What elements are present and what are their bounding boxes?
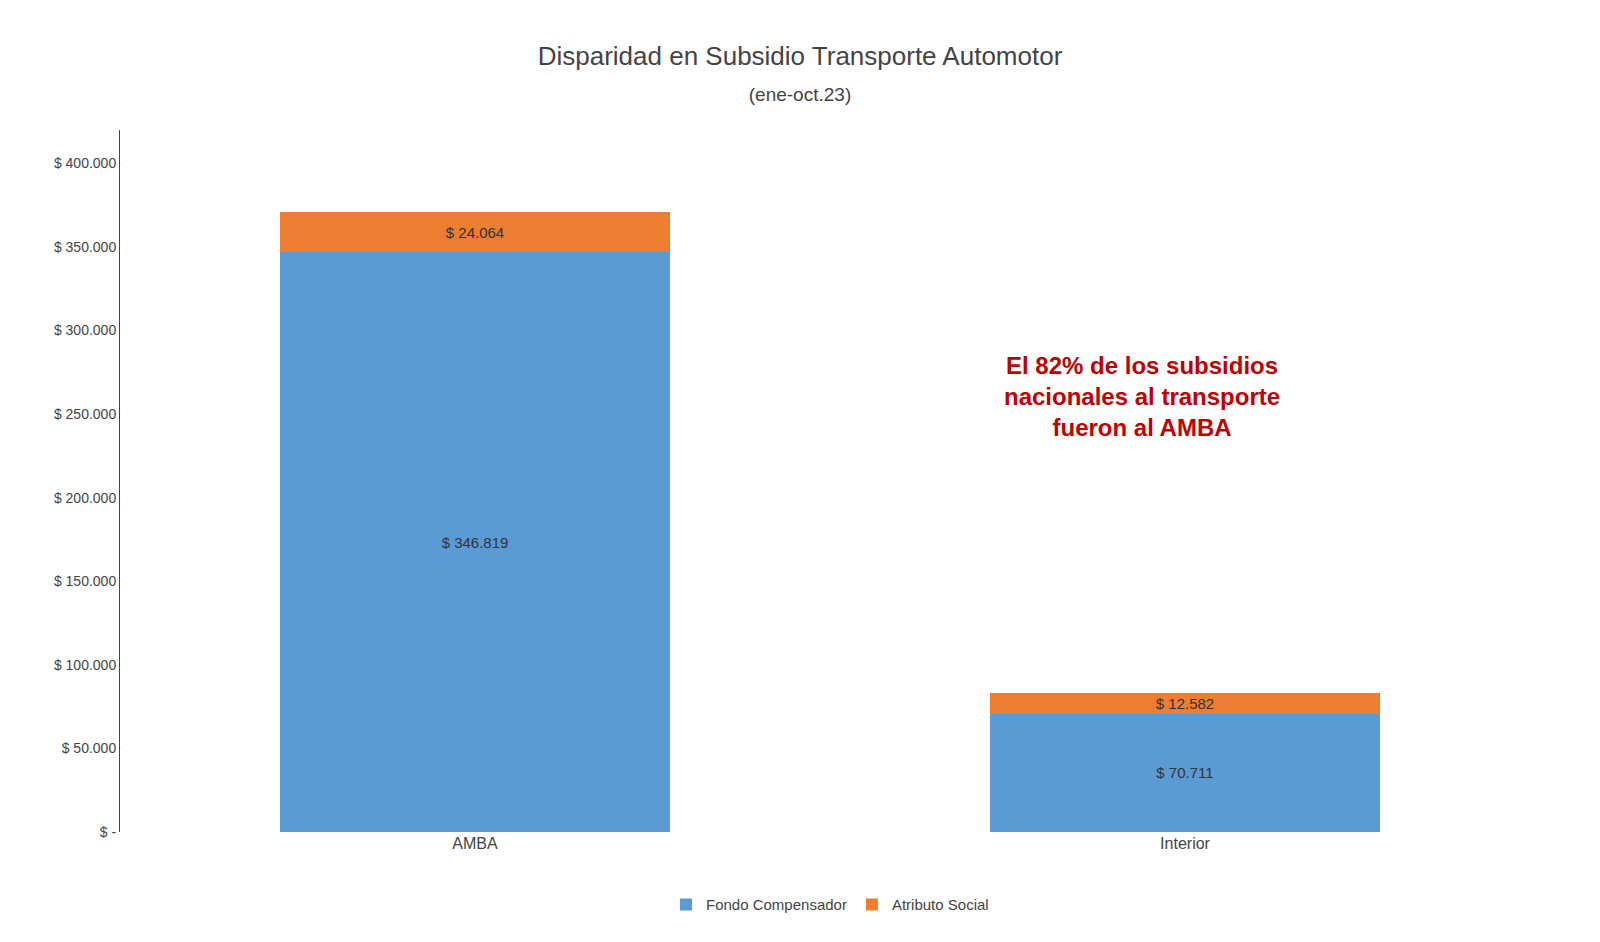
svg-text:$ 350.000: $ 350.000 (54, 239, 116, 255)
svg-text:$ 24.064: $ 24.064 (446, 224, 504, 241)
svg-text:$ -: $ - (100, 824, 117, 840)
svg-text:$ 250.000: $ 250.000 (54, 406, 116, 422)
svg-text:$ 346.819: $ 346.819 (442, 534, 509, 551)
svg-text:Disparidad en Subsidio Transpo: Disparidad en Subsidio Transporte Automo… (538, 41, 1063, 71)
svg-text:Atributo Social: Atributo Social (892, 896, 989, 913)
svg-text:$ 100.000: $ 100.000 (54, 657, 116, 673)
svg-text:$ 150.000: $ 150.000 (54, 573, 116, 589)
svg-text:$ 50.000: $ 50.000 (62, 740, 117, 756)
svg-text:$ 12.582: $ 12.582 (1156, 695, 1214, 712)
svg-text:Interior: Interior (1160, 835, 1210, 852)
svg-text:$ 70.711: $ 70.711 (1156, 764, 1213, 781)
svg-text:$ 200.000: $ 200.000 (54, 490, 116, 506)
svg-text:(ene-oct.23): (ene-oct.23) (749, 84, 851, 105)
svg-text:$ 300.000: $ 300.000 (54, 322, 116, 338)
svg-text:$ 400.000: $ 400.000 (54, 155, 116, 171)
svg-text:El 82% de los subsidiosnaciona: El 82% de los subsidiosnacionales al tra… (1004, 352, 1280, 441)
svg-text:Fondo Compensador: Fondo Compensador (706, 896, 847, 913)
svg-text:AMBA: AMBA (452, 835, 498, 852)
